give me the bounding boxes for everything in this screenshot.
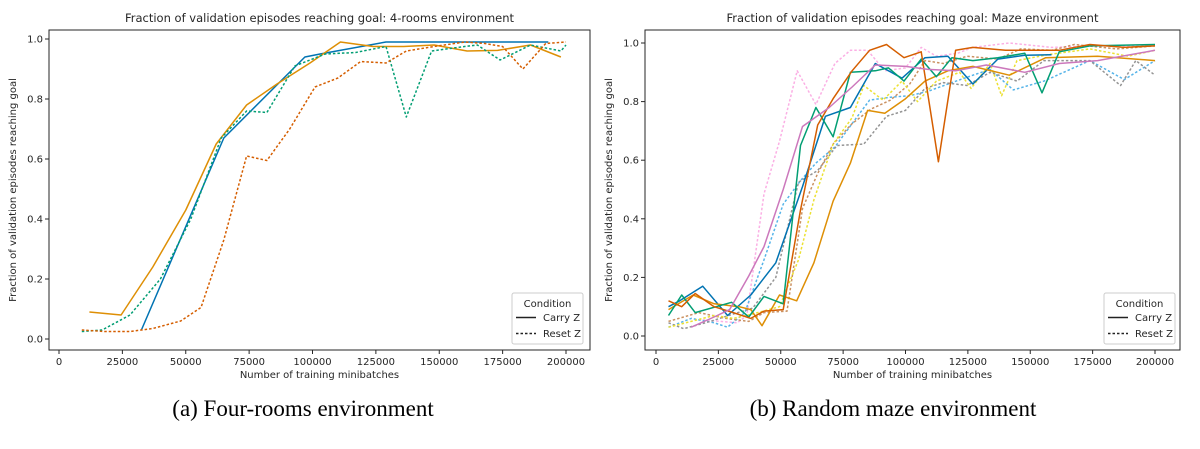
x-tick-label: 200000 bbox=[547, 357, 585, 368]
series-line-reset-z bbox=[668, 48, 1156, 328]
x-tick-label: 25000 bbox=[106, 357, 138, 368]
x-tick-label: 175000 bbox=[484, 357, 522, 368]
x-axis-label: Number of training minibatches bbox=[240, 370, 399, 381]
y-tick-label: 0.4 bbox=[623, 214, 639, 225]
x-tick-label: 25000 bbox=[702, 357, 734, 368]
x-tick-label: 150000 bbox=[1011, 357, 1049, 368]
plot-frame bbox=[48, 29, 591, 351]
legend: Condition Carry Z Reset Z bbox=[1103, 292, 1176, 345]
x-tick-label: 100000 bbox=[293, 357, 331, 368]
series-line-carry-z bbox=[690, 49, 1156, 328]
x-tick-label: 175000 bbox=[1074, 357, 1112, 368]
y-tick-label: 0.6 bbox=[623, 156, 639, 167]
series-line-carry-z bbox=[89, 41, 562, 316]
y-axis-label: Fraction of validation episodes reaching… bbox=[604, 78, 615, 302]
caption-a: (a) Four-rooms environment bbox=[172, 396, 434, 421]
x-tick-label: 125000 bbox=[949, 357, 987, 368]
y-tick-label: 0.8 bbox=[623, 97, 639, 108]
series-line-reset-z bbox=[702, 42, 1155, 324]
series-line-carry-z bbox=[667, 43, 1156, 318]
x-tick-label: 0 bbox=[653, 357, 659, 368]
caption-b: (b) Random maze environment bbox=[749, 396, 1037, 421]
x-tick-label: 125000 bbox=[357, 357, 395, 368]
y-tick-label: 1.0 bbox=[27, 35, 43, 46]
x-tick-label: 0 bbox=[56, 357, 62, 368]
y-tick-label: 0.0 bbox=[623, 332, 639, 343]
legend-box bbox=[1103, 292, 1176, 345]
legend-label: Reset Z bbox=[1135, 329, 1173, 340]
series-line-carry-z bbox=[668, 55, 1156, 327]
y-tick-label: 0.2 bbox=[27, 275, 43, 286]
y-tick-label: 0.8 bbox=[27, 95, 43, 106]
y-tick-label: 0.2 bbox=[623, 273, 639, 284]
legend: Condition Carry Z Reset Z bbox=[511, 292, 584, 345]
x-tick-label: 75000 bbox=[827, 357, 859, 368]
legend-label: Carry Z bbox=[543, 313, 580, 324]
chart-maze: Fraction of validation episodes reaching… bbox=[604, 11, 1181, 381]
chart-title: Fraction of validation episodes reaching… bbox=[727, 11, 1099, 25]
y-axis-label: Fraction of validation episodes reaching… bbox=[8, 78, 19, 302]
x-tick-label: 75000 bbox=[233, 357, 265, 368]
legend-title: Condition bbox=[524, 299, 572, 310]
x-tick-label: 50000 bbox=[765, 357, 797, 368]
series-line-reset-z bbox=[668, 59, 1156, 328]
x-tick-label: 50000 bbox=[170, 357, 202, 368]
x-axis-label: Number of training minibatches bbox=[833, 370, 992, 381]
series-line-carry-z bbox=[140, 41, 549, 331]
legend-label: Carry Z bbox=[1135, 313, 1172, 324]
chart-four-rooms: Fraction of validation episodes reaching… bbox=[8, 11, 591, 381]
y-tick-label: 0.6 bbox=[27, 155, 43, 166]
y-tick-label: 0.4 bbox=[27, 215, 43, 226]
series-line-reset-z bbox=[668, 43, 1156, 323]
y-tick-label: 0.0 bbox=[27, 335, 43, 346]
legend-label: Reset Z bbox=[543, 329, 581, 340]
x-tick-label: 200000 bbox=[1136, 357, 1174, 368]
x-tick-label: 150000 bbox=[420, 357, 458, 368]
series-line-carry-z bbox=[668, 43, 1156, 320]
y-tick-label: 1.0 bbox=[623, 39, 639, 50]
plot-frame bbox=[644, 29, 1181, 351]
legend-title: Condition bbox=[1116, 299, 1164, 310]
chart-title: Fraction of validation episodes reaching… bbox=[125, 11, 515, 25]
x-tick-label: 100000 bbox=[886, 357, 924, 368]
legend-box bbox=[511, 292, 584, 345]
series-line-reset-z bbox=[81, 41, 567, 333]
series-line-reset-z bbox=[81, 44, 567, 333]
